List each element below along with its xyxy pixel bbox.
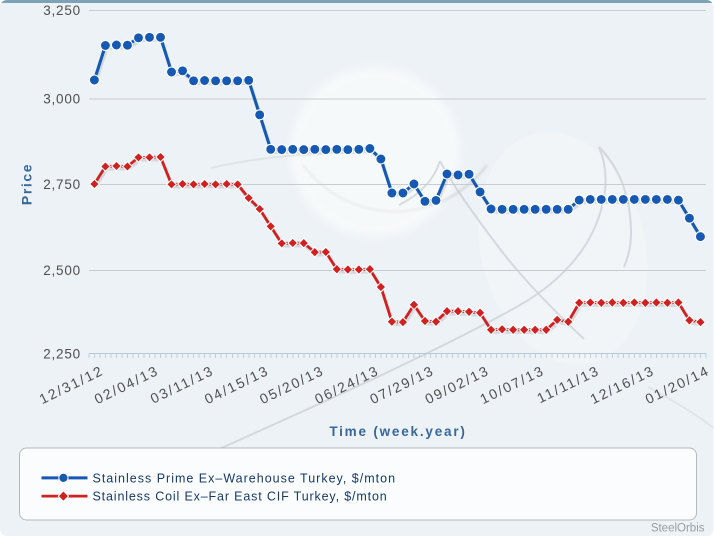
svg-text:2,500: 2,500 [43,263,81,278]
svg-text:Price: Price [19,163,35,205]
svg-text:Stainless Coil Ex–Far East CIF: Stainless Coil Ex–Far East CIF Turkey, $… [93,490,388,504]
svg-text:SteelOrbis: SteelOrbis [651,523,705,535]
svg-text:Stainless Prime Ex–Warehouse T: Stainless Prime Ex–Warehouse Turkey, $/m… [93,471,397,485]
svg-text:2,250: 2,250 [43,346,81,361]
svg-text:3,000: 3,000 [43,92,81,107]
svg-text:Time (week.year): Time (week.year) [329,424,466,439]
svg-text:2,750: 2,750 [43,177,81,192]
svg-text:3,250: 3,250 [43,3,81,18]
